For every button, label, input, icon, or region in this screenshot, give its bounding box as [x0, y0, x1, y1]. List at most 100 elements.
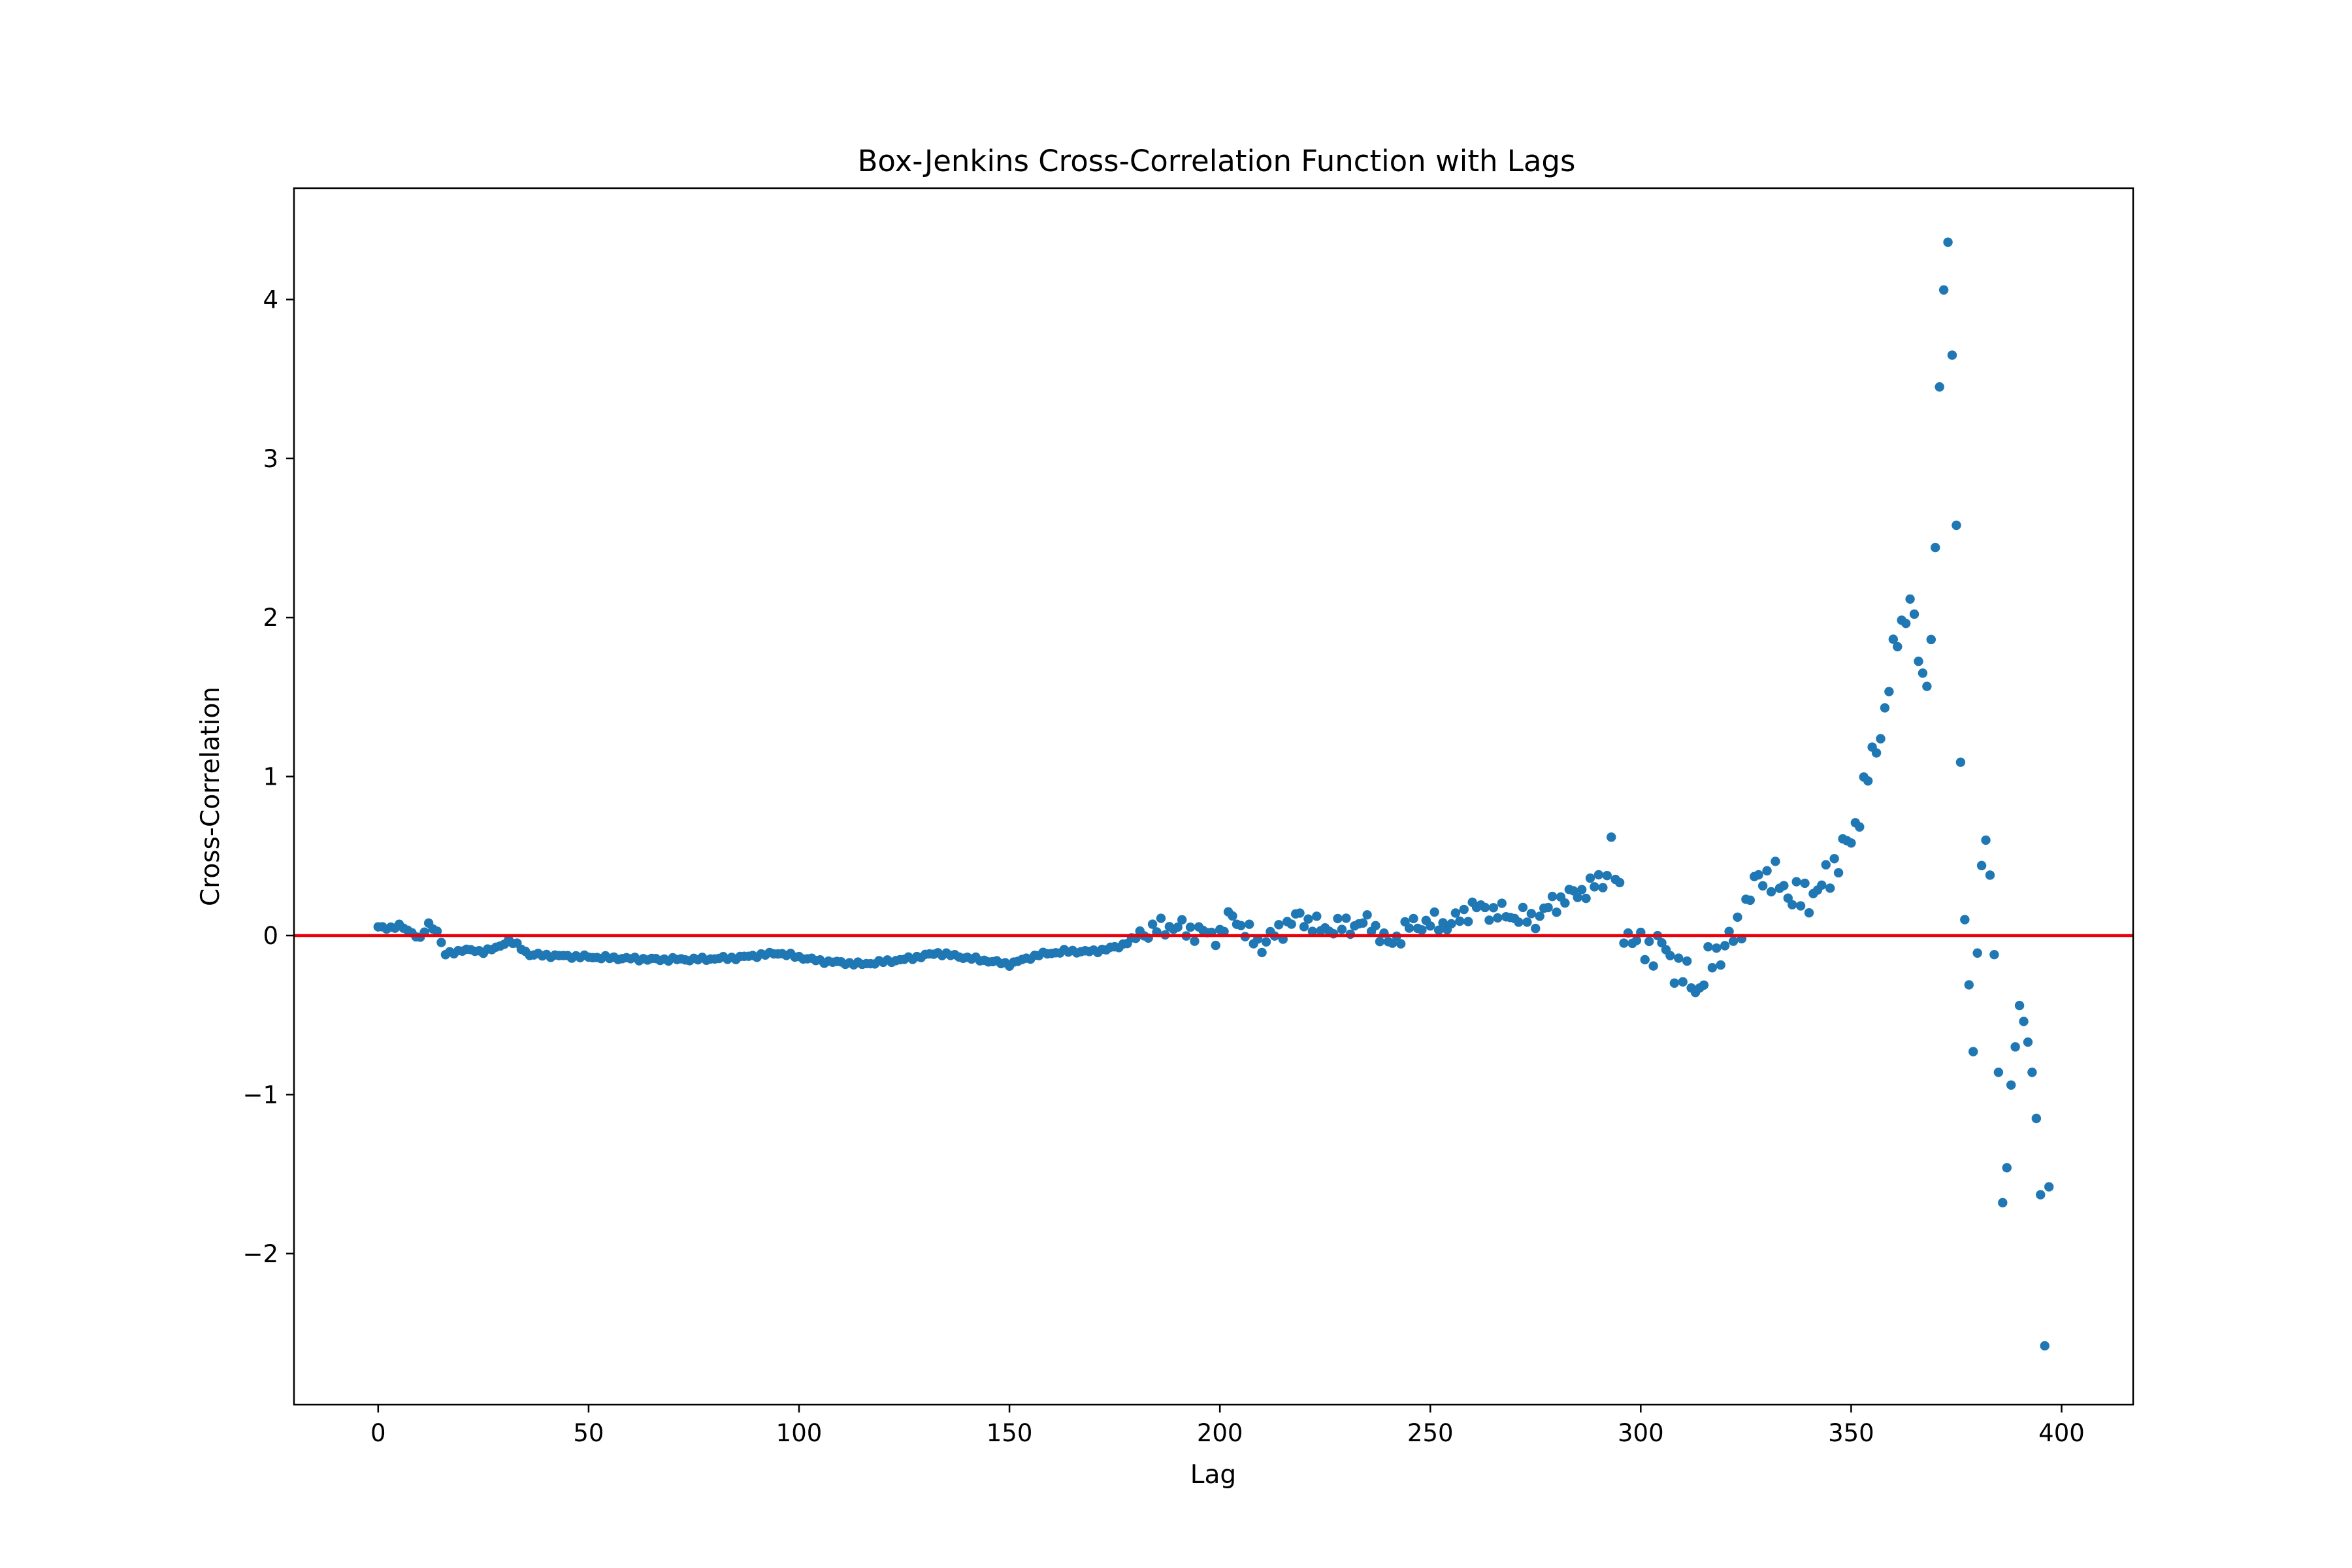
data-point	[1614, 877, 1625, 888]
data-point	[1682, 956, 1692, 966]
data-point	[1531, 923, 1541, 934]
data-point	[1724, 926, 1734, 936]
x-tick-label: 50	[573, 1419, 604, 1447]
data-point	[1438, 918, 1448, 928]
data-points	[373, 237, 2054, 1351]
data-point	[1497, 898, 1507, 908]
data-point	[1228, 911, 1237, 921]
data-point	[1665, 951, 1675, 960]
data-point	[1433, 925, 1444, 935]
data-point	[1602, 870, 1612, 881]
data-point	[2019, 1017, 2029, 1026]
data-point	[1286, 919, 1296, 929]
data-point	[1926, 634, 1936, 645]
data-point	[1543, 902, 1553, 913]
data-point	[1429, 907, 1439, 917]
data-point	[1328, 929, 1339, 939]
data-point	[1720, 941, 1730, 951]
data-point	[1257, 947, 1267, 958]
data-point	[1581, 893, 1591, 904]
data-point	[2023, 1037, 2033, 1047]
data-point	[1337, 924, 1347, 934]
data-point	[1909, 609, 1919, 619]
data-point	[1426, 921, 1435, 931]
x-axis-label: Lag	[1190, 1460, 1236, 1490]
y-tick-label: 1	[263, 763, 278, 791]
data-point	[1488, 903, 1499, 913]
x-axis-ticks: 0 50 100 150 200 250 300 350 400	[370, 1405, 2085, 1447]
data-point	[1585, 873, 1595, 883]
data-point	[2014, 1000, 2025, 1011]
data-point	[1493, 913, 1503, 923]
x-tick-label: 350	[1828, 1419, 1874, 1447]
data-point	[1825, 883, 1835, 893]
data-point	[1396, 939, 1406, 949]
data-point	[1762, 866, 1772, 876]
data-point	[1952, 520, 1961, 531]
data-point	[1463, 917, 1473, 926]
data-point	[1754, 870, 1763, 880]
data-point	[1619, 938, 1629, 948]
data-point	[1657, 938, 1667, 948]
data-point	[1185, 922, 1196, 932]
x-tick-label: 250	[1407, 1419, 1454, 1447]
y-tick-label: −1	[242, 1081, 278, 1109]
data-point	[1893, 642, 1903, 651]
data-point	[1733, 912, 1742, 923]
data-point	[1943, 237, 1953, 247]
data-point	[1480, 902, 1490, 913]
data-point	[1295, 908, 1305, 918]
data-point	[1576, 885, 1587, 894]
data-point	[1409, 913, 1418, 924]
data-point	[1375, 937, 1385, 947]
data-point	[1976, 860, 1987, 871]
data-point	[1236, 921, 1246, 930]
data-point	[1173, 922, 1183, 932]
data-point	[1669, 978, 1680, 988]
data-point	[1707, 963, 1718, 973]
data-point	[1791, 877, 1801, 887]
data-point	[1446, 919, 1456, 929]
data-point	[1821, 860, 1831, 870]
data-point	[1880, 703, 1890, 713]
data-point	[1417, 925, 1427, 935]
data-point	[1211, 940, 1220, 951]
data-point	[1931, 542, 1940, 553]
data-point	[2040, 1341, 2050, 1351]
data-point	[1795, 901, 1806, 911]
data-point	[1728, 936, 1739, 946]
data-point	[1993, 1068, 2004, 1077]
data-point	[1964, 980, 1974, 990]
data-point	[1552, 907, 1561, 917]
data-point	[1307, 926, 1318, 936]
data-point	[1190, 936, 1200, 946]
y-tick-label: 2	[263, 604, 278, 632]
data-point	[1522, 917, 1532, 927]
data-point	[1922, 681, 1932, 691]
data-point	[2006, 1080, 2016, 1090]
y-tick-label: 4	[263, 286, 278, 314]
data-point	[1918, 668, 1928, 678]
data-point	[1177, 915, 1187, 925]
data-point	[1678, 977, 1688, 987]
data-point	[1947, 350, 1957, 360]
x-tick-label: 200	[1197, 1419, 1243, 1447]
data-point	[1455, 916, 1465, 926]
data-point	[1905, 594, 1915, 604]
data-point	[1998, 1198, 2008, 1208]
data-point	[1299, 922, 1309, 932]
data-point	[2036, 1190, 2046, 1200]
x-tick-label: 400	[2038, 1419, 2085, 1447]
data-point	[1960, 915, 1970, 924]
data-point	[1547, 891, 1558, 902]
data-point	[1968, 1047, 1978, 1056]
data-point	[1779, 881, 1789, 890]
data-point	[1757, 881, 1768, 891]
y-axis-ticks: −2 −1 0 1 2 3 4	[242, 286, 294, 1268]
y-axis-label: Cross-Correlation	[196, 687, 225, 906]
x-tick-label: 150	[987, 1419, 1033, 1447]
data-point	[1884, 687, 1894, 696]
data-point	[1573, 892, 1582, 902]
data-point	[1362, 910, 1372, 920]
